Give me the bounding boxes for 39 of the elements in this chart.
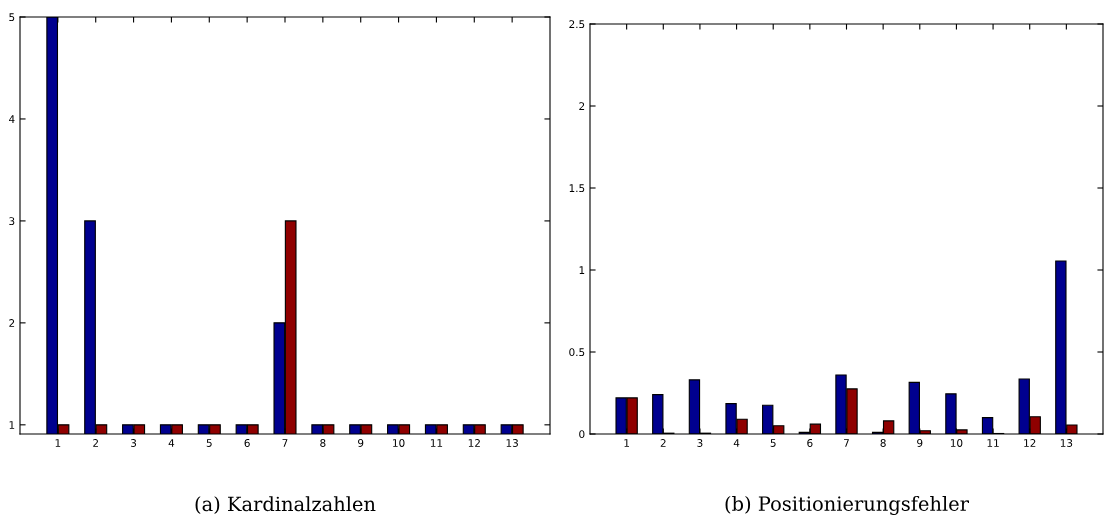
x-tick-label: 5 — [206, 439, 212, 447]
text: (a) Kardinalzahlen — [195, 496, 376, 514]
x-tick-label: 7 — [844, 439, 849, 447]
y-tick-label: 2 — [579, 102, 585, 110]
x-tick-label: 9 — [358, 439, 364, 447]
y-tick-label: 1 — [9, 421, 15, 429]
x-tick-label: 3 — [697, 439, 703, 447]
x-tick-label: 4 — [733, 439, 740, 447]
x-tick-label: 6 — [807, 439, 813, 447]
x-tick-label: 5 — [770, 439, 776, 447]
x-tick-label: 6 — [244, 439, 250, 447]
x-tick-label: 8 — [880, 439, 886, 447]
y-tick-label: 4 — [9, 115, 15, 123]
x-tick-label: 3 — [131, 439, 137, 447]
y-tick-label: 1.5 — [569, 184, 585, 193]
y-tick-label: 0 — [579, 430, 585, 439]
x-tick-label: 10 — [393, 439, 405, 447]
x-tick-label: 1 — [55, 439, 61, 447]
x-tick-label: 9 — [917, 439, 923, 447]
x-tick-label: 1 — [624, 439, 629, 447]
x-tick-label: 11 — [987, 439, 999, 447]
y-tick-label: 2.5 — [569, 20, 585, 29]
x-tick-label: 13 — [506, 439, 518, 447]
y-tick-label: 5 — [9, 13, 15, 22]
x-tick-label: 13 — [1060, 439, 1073, 447]
x-tick-label: 7 — [282, 439, 288, 447]
x-tick-label: 12 — [1024, 439, 1036, 447]
y-tick-label: 2 — [9, 319, 15, 327]
x-tick-label: 2 — [93, 439, 98, 447]
x-tick-label: 8 — [320, 439, 326, 447]
text: (b) Positionierungsfehler — [725, 495, 969, 515]
x-tick-label: 4 — [168, 439, 175, 447]
y-tick-label: 0.5 — [569, 348, 585, 357]
x-tick-label: 10 — [950, 439, 963, 447]
y-tick-label: 3 — [9, 217, 15, 226]
x-tick-label: 11 — [430, 439, 443, 447]
x-tick-label: 2 — [660, 439, 666, 447]
y-tick-label: 1 — [579, 266, 585, 274]
x-tick-label: 12 — [468, 439, 480, 447]
